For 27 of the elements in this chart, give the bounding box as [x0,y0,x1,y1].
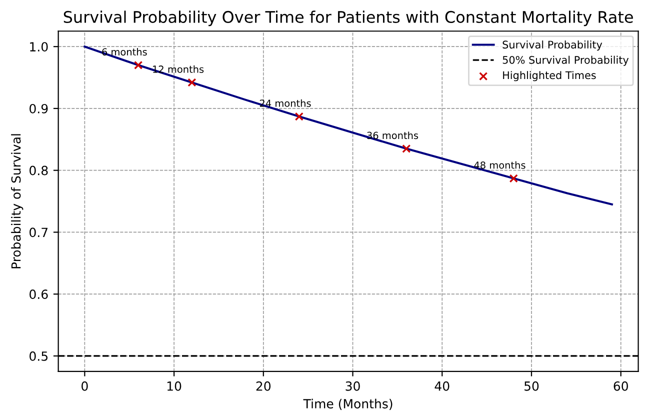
annotation: 24 months [260,99,311,107]
point [294,112,304,121]
legend-label: 50% Survival Probability [502,56,629,66]
legend-label: Survival Probability [502,40,602,51]
y-tick-label: 0.8 [30,166,48,176]
point [188,78,196,87]
x-tick-label: 30 [346,381,360,391]
x-tick-label: 20 [256,381,271,391]
x-axis-title: Time (Months) [303,398,392,410]
y-tick-label: 0.9 [30,104,48,114]
legend-label: Highlighted Times [503,71,596,82]
x-tick-label: 50 [524,381,539,391]
chart-title: Survival Probability Over Time for Patients with Constant Mortality Rate [64,10,633,26]
point [402,144,411,153]
x-tick-label: 0 [82,381,88,391]
y-axis-title: Probability of Survival [11,134,24,268]
y-tick-label: 0.7 [30,228,48,238]
x-tick-label: 60 [614,381,628,391]
x-tick-label: 40 [434,381,450,391]
annotation: 48 months [474,161,526,169]
y-tick-label: 1.0 [30,42,48,52]
point [134,60,143,70]
point [509,174,518,183]
annotation: 36 months [367,132,418,140]
y-tick-label: 0.5 [30,351,48,361]
y-tick-label: 0.6 [30,290,48,300]
x-tick-label: 10 [167,381,182,391]
